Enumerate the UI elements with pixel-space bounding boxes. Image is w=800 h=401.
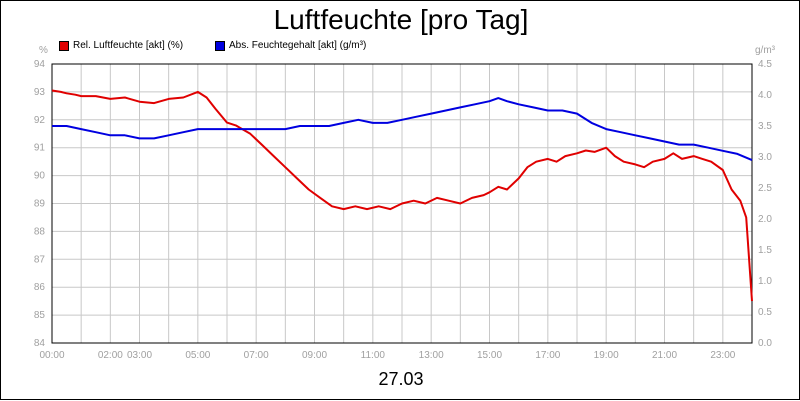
y-tick-label-left: 90 (34, 171, 46, 182)
y-tick-label-right: 1.0 (758, 276, 772, 287)
legend-label-abs-humidity: Abs. Feuchtegehalt [akt] (g/m³) (229, 40, 367, 51)
y-tick-label-left: 91 (34, 143, 46, 154)
y-tick-label-left: 89 (34, 199, 46, 210)
chart-title: Luftfeuchte [pro Tag] (273, 4, 529, 35)
y-tick-label-right: 3.5 (758, 121, 772, 132)
series-line-rel-humidity (51, 89, 753, 302)
chart-subtitle-date: 27.03 (378, 369, 424, 389)
legend-label-rel-humidity: Rel. Luftfeuchte [akt] (%) (73, 40, 184, 51)
plot-border (51, 63, 753, 344)
x-tick-label: 17:00 (535, 350, 560, 361)
y-tick-label-right: 2.0 (758, 214, 772, 225)
y-tick-label-right: 1.5 (758, 245, 772, 256)
right-axis-unit: g/m³ (755, 45, 776, 56)
x-tick-label: 19:00 (594, 350, 619, 361)
y-tick-label-right: 0.0 (758, 338, 772, 349)
legend-item-abs-humidity: Abs. Feuchtegehalt [akt] (g/m³) (215, 40, 366, 51)
x-tick-label: 11:00 (361, 350, 386, 361)
x-tick-label: 23:00 (710, 350, 735, 361)
x-tick-label: 03:00 (127, 350, 152, 361)
y-tick-label-right: 3.0 (758, 152, 772, 163)
y-tick-label-right: 4.5 (758, 59, 772, 70)
left-axis-unit: % (39, 45, 48, 56)
y-tick-label-right: 0.5 (758, 307, 772, 318)
y-tick-label-left: 87 (34, 254, 46, 265)
x-tick-label: 00:00 (39, 350, 64, 361)
y-tick-label-left: 84 (34, 338, 46, 349)
y-tick-label-left: 88 (34, 226, 46, 237)
x-tick-label: 02:00 (98, 350, 123, 361)
y-tick-label-left: 94 (34, 59, 46, 70)
x-tick-label: 07:00 (244, 350, 269, 361)
y-tick-label-right: 4.0 (758, 90, 772, 101)
y-tick-label-left: 86 (34, 282, 46, 293)
x-tick-label: 21:00 (652, 350, 677, 361)
x-tick-label: 15:00 (477, 350, 502, 361)
y-tick-label-left: 93 (34, 87, 46, 98)
series-line-abs-humidity (52, 97, 753, 162)
x-tick-label: 05:00 (185, 350, 210, 361)
y-tick-label-left: 85 (34, 310, 46, 321)
y-tick-label-right: 2.5 (758, 183, 772, 194)
y-tick-label-left: 92 (34, 115, 46, 126)
x-tick-label: 09:00 (302, 350, 327, 361)
legend-swatch-abs-humidity (215, 40, 225, 51)
x-tick-label: 13:00 (419, 350, 444, 361)
legend-swatch-rel-humidity (59, 40, 69, 51)
legend-item-rel-humidity: Rel. Luftfeuchte [akt] (%) (59, 40, 183, 51)
